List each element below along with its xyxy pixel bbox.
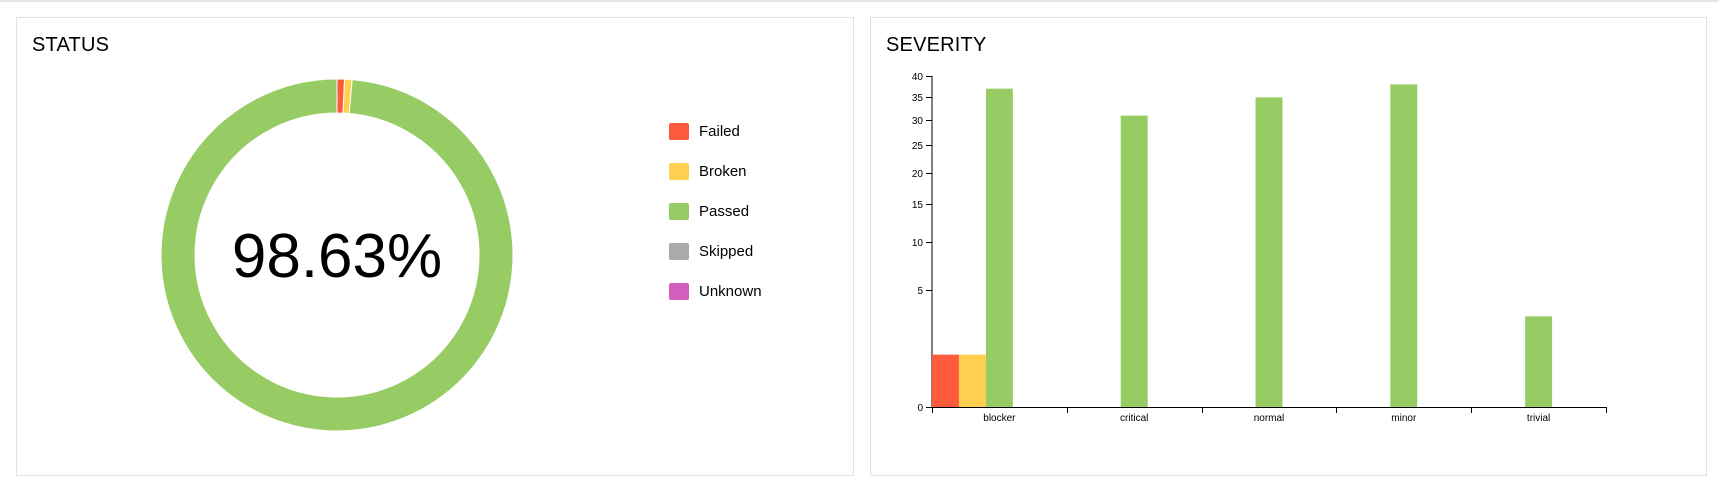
bar-minor-passed[interactable] xyxy=(1390,84,1418,407)
y-tick-label: 20 xyxy=(912,169,924,180)
bar-normal-passed[interactable] xyxy=(1255,97,1283,407)
y-tick-label: 30 xyxy=(912,116,924,127)
y-tick-label: 0 xyxy=(917,403,923,414)
status-widget: STATUS 98.63% Failed Broken Passed Skipped U… xyxy=(16,17,854,476)
y-tick-label: 10 xyxy=(912,238,924,249)
y-tick-label: 40 xyxy=(912,72,924,83)
y-tick-label: 15 xyxy=(912,200,924,211)
legend-swatch-passed xyxy=(669,202,689,220)
legend-swatch-failed xyxy=(669,122,689,140)
x-tick-label-normal: normal xyxy=(1254,413,1285,424)
x-tick-label-blocker: blocker xyxy=(983,413,1016,424)
top-divider xyxy=(0,0,1719,2)
bar-critical-passed[interactable] xyxy=(1120,115,1148,407)
x-tick-label-trivial: trivial xyxy=(1527,413,1550,424)
legend-swatch-skipped xyxy=(669,242,689,260)
x-tick-label-minor: minor xyxy=(1391,413,1417,424)
legend-swatch-broken xyxy=(669,162,689,180)
y-tick-label: 5 xyxy=(917,286,923,297)
legend-label: Passed xyxy=(699,202,750,220)
legend-label: Unknown xyxy=(699,282,762,300)
legend-item-unknown[interactable]: Unknown xyxy=(669,271,762,311)
legend-swatch-unknown xyxy=(669,282,689,300)
bar-trivial-passed[interactable] xyxy=(1525,316,1553,407)
bar-blocker-passed[interactable] xyxy=(985,88,1013,408)
legend-item-passed[interactable]: Passed xyxy=(669,191,762,231)
x-tick-label-critical: critical xyxy=(1120,413,1148,424)
status-donut-chart: 98.63% xyxy=(160,78,514,432)
legend-item-failed[interactable]: Failed xyxy=(669,111,762,151)
severity-bar-chart: 0 5 10 15 20 25 30 35 40 blocker critical normal min… xyxy=(912,72,1607,424)
status-legend: Failed Broken Passed Skipped Unknown xyxy=(669,111,762,311)
bar-blocker-failed[interactable] xyxy=(932,354,959,407)
legend-item-skipped[interactable]: Skipped xyxy=(669,231,762,271)
donut-slice-passed[interactable] xyxy=(160,78,514,432)
severity-widget: SEVERITY 0 5 10 15 20 25 30 35 40 blocker critical… xyxy=(870,17,1707,476)
legend-label: Broken xyxy=(699,162,747,180)
legend-label: Failed xyxy=(699,122,740,140)
legend-label: Skipped xyxy=(699,242,754,260)
legend-item-broken[interactable]: Broken xyxy=(669,151,762,191)
status-title: STATUS xyxy=(32,34,110,56)
y-tick-label: 25 xyxy=(912,141,924,152)
y-tick-label: 35 xyxy=(912,93,924,104)
severity-title: SEVERITY xyxy=(886,34,987,56)
donut-center-label: 98.63% xyxy=(232,222,442,291)
bar-blocker-broken[interactable] xyxy=(958,354,986,407)
